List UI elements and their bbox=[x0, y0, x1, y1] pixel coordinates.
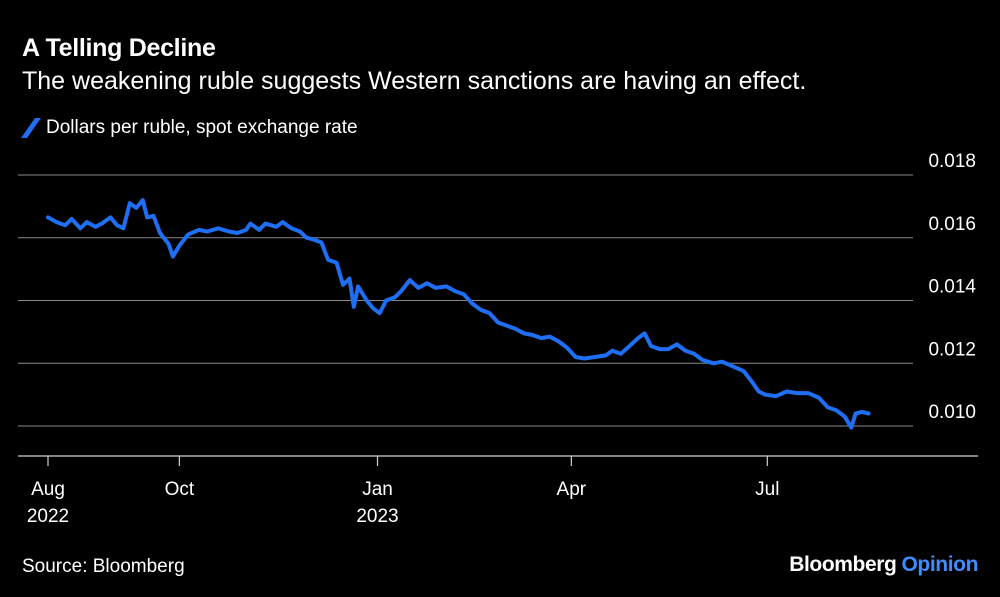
legend-label: Dollars per ruble, spot exchange rate bbox=[46, 117, 358, 138]
x-tick-label: Aug bbox=[31, 479, 65, 500]
series-line bbox=[46, 198, 871, 430]
legend: Dollars per ruble, spot exchange rate bbox=[20, 117, 358, 139]
y-axis-tick-labels: 0.010 0.012 0.014 0.016 0.018 bbox=[928, 151, 976, 423]
y-tick-label: 0.012 bbox=[928, 339, 976, 360]
y-tick-label: 0.010 bbox=[928, 402, 976, 423]
x-tick-label: Oct bbox=[165, 479, 195, 500]
gridlines bbox=[18, 174, 913, 427]
x-tick-sublabel: 2022 bbox=[27, 506, 69, 527]
source-note: Source: Bloomberg bbox=[22, 556, 185, 577]
brand-name: Bloomberg bbox=[789, 553, 897, 576]
brand-section: Opinion bbox=[901, 553, 978, 576]
y-tick-label: 0.016 bbox=[928, 214, 976, 235]
x-tick-label: Apr bbox=[557, 479, 587, 500]
x-tick-sublabel: 2023 bbox=[356, 506, 398, 527]
x-tick-label: Jan bbox=[362, 479, 393, 500]
brand-logo: Bloomberg Opinion bbox=[789, 553, 978, 577]
x-axis-ticks: Aug 2022 Oct Jan 2023 Apr Jul bbox=[27, 456, 779, 527]
y-tick-label: 0.014 bbox=[928, 277, 976, 298]
chart-title: A Telling Decline bbox=[22, 34, 216, 62]
y-tick-label: 0.018 bbox=[928, 151, 976, 172]
x-tick-label: Jul bbox=[755, 479, 779, 500]
chart-subtitle: The weakening ruble suggests Western san… bbox=[22, 67, 807, 95]
